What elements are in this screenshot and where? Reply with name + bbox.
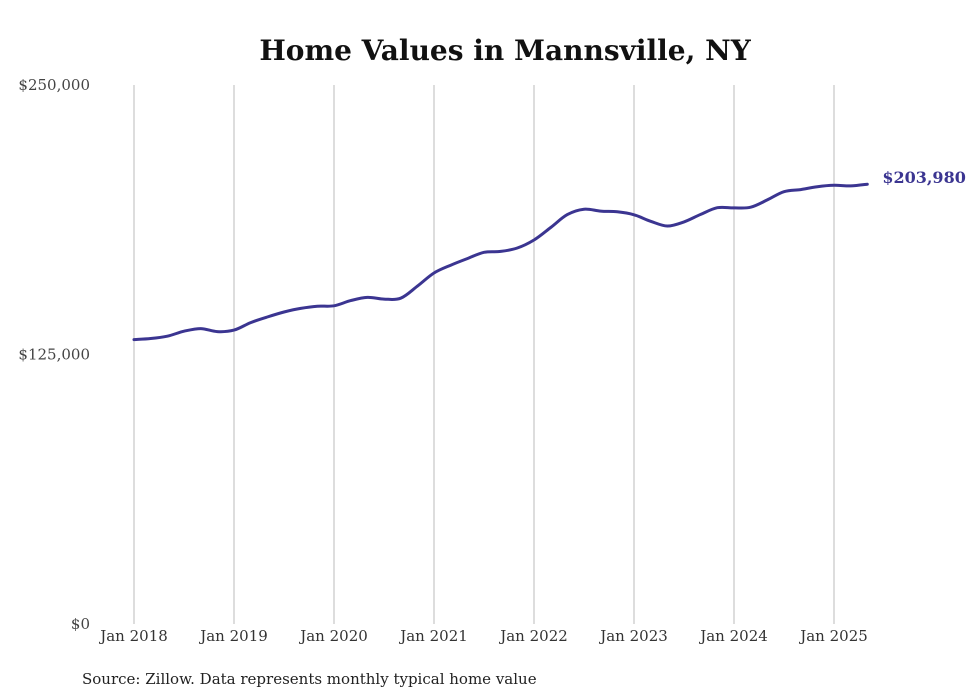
grid-lines: [133, 85, 835, 624]
series-layer: $203,980: [132, 168, 966, 342]
y-axis: $0 $125,000 $250,000: [18, 76, 90, 633]
x-axis: Jan 2018 Jan 2019 Jan 2020 Jan 2021 Jan 2022…: [98, 627, 868, 645]
y-tick-label-2: $250,000: [18, 76, 90, 94]
x-tick-label-3: Jan 2021: [398, 627, 468, 645]
x-tick-label-4: Jan 2022: [498, 627, 568, 645]
x-tick-label-5: Jan 2023: [598, 627, 668, 645]
end-value-label: $203,980: [882, 168, 966, 187]
x-tick-label-2: Jan 2020: [298, 627, 368, 645]
x-tick-label-7: Jan 2025: [798, 627, 868, 645]
x-tick-label-1: Jan 2019: [198, 627, 268, 645]
x-tick-label-0: Jan 2018: [98, 627, 168, 645]
x-tick-label-6: Jan 2024: [698, 627, 768, 645]
series-line-0: [132, 182, 869, 342]
source-note: Source: Zillow. Data represents monthly …: [82, 670, 537, 688]
y-tick-label-1: $125,000: [18, 346, 90, 364]
y-tick-label-0: $0: [71, 615, 90, 633]
chart-title: Home Values in Mannsville, NY: [259, 34, 751, 67]
